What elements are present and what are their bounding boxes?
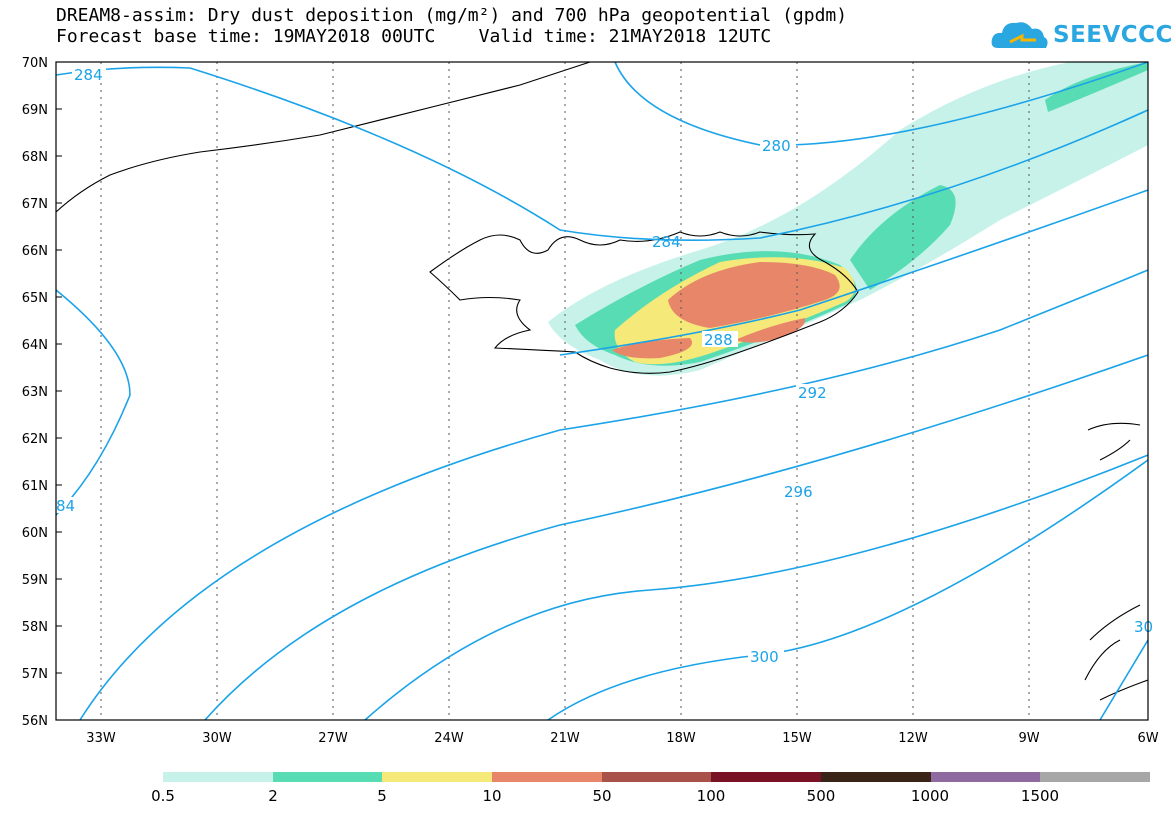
lat-label: 63N (22, 385, 48, 400)
lon-label: 9W (1018, 731, 1039, 746)
legend-swatch (163, 772, 273, 782)
legend-label: 2 (268, 787, 278, 805)
legend-swatch (492, 772, 602, 782)
coastlines (55, 61, 1149, 701)
greenland-coastline (55, 61, 591, 213)
legend-label: 500 (806, 787, 836, 805)
contour-284 (189, 67, 1149, 242)
legend-swatch (821, 772, 931, 782)
color-legend (163, 772, 1151, 782)
contour-label: 284 (74, 66, 103, 84)
contour-label: 288 (704, 331, 733, 349)
lat-label: 61N (22, 479, 48, 494)
legend-label: 10 (482, 787, 502, 805)
legend-label: 1000 (910, 787, 950, 805)
dust-shade-10b (612, 338, 692, 359)
contour-label: 296 (784, 483, 813, 501)
contour-292 (79, 269, 1149, 721)
contour-284-west (55, 66, 191, 76)
legend-label: 5 (377, 787, 387, 805)
lon-label: 6W (1137, 731, 1158, 746)
contour-label: 292 (798, 384, 827, 402)
dust-shade-2c (1045, 62, 1148, 112)
dust-shade-10c (735, 318, 806, 343)
legend-label: 100 (696, 787, 726, 805)
contour-300 (364, 454, 1149, 721)
legend-swatch (382, 772, 493, 782)
lat-label: 69N (22, 103, 48, 118)
lon-label: 12W (898, 731, 928, 746)
lat-label: 57N (22, 667, 48, 682)
legend-label: 1500 (1020, 787, 1060, 805)
lon-label: 18W (666, 731, 696, 746)
legend-swatch (930, 772, 1041, 782)
lon-label: 24W (434, 731, 464, 746)
lat-label: 68N (22, 150, 48, 165)
legend-swatch (272, 772, 383, 782)
lat-label: 62N (22, 432, 48, 447)
legend-swatch (1040, 772, 1151, 782)
contour-288 (559, 189, 1149, 356)
lat-label: 65N (22, 291, 48, 306)
dust-shade-10a (668, 262, 840, 328)
contour-296 (204, 354, 1149, 721)
lat-label: 58N (22, 620, 48, 635)
legend-swatch (711, 772, 822, 782)
contour-label: 280 (762, 137, 791, 155)
geopotential-contours (55, 61, 1149, 721)
lat-label: 56N (22, 714, 48, 729)
dust-shade-2b (850, 185, 956, 290)
lon-label: 15W (782, 731, 812, 746)
iceland-coastline (429, 231, 859, 374)
scotland-coastline (1084, 422, 1149, 701)
lat-label: 60N (22, 526, 48, 541)
contour-304 (547, 459, 1149, 721)
contour-label: 84 (56, 497, 75, 515)
contour-label: 284 (652, 233, 681, 251)
longitude-labels: 33W 30W 27W 24W 21W 18W 15W 12W 9W 6W (86, 731, 1158, 746)
contour-label: 300 (750, 648, 779, 666)
lon-label: 21W (550, 731, 580, 746)
cloud-logo-icon (991, 22, 1048, 48)
brand-name: SEEVCCC (1053, 22, 1173, 48)
lat-label: 67N (22, 197, 48, 212)
contour-east (1099, 639, 1149, 721)
legend-label: 0.5 (151, 787, 175, 805)
map-title: DREAM8-assim: Dry dust deposition (mg/m²… (56, 5, 848, 26)
lon-label: 33W (86, 731, 116, 746)
contour-84-west (55, 289, 131, 516)
lon-label: 27W (318, 731, 348, 746)
legend-swatch (601, 772, 712, 782)
dust-deposition-field (548, 62, 1148, 376)
map-subtitle: Forecast base time: 19MAY2018 00UTC Vali… (56, 26, 772, 47)
contour-labels: 284 280 284 288 292 296 300 84 30 (56, 66, 1153, 666)
latitude-axis (56, 61, 62, 674)
latitude-labels: 70N 69N 68N 67N 66N 65N 64N 63N 62N 61N … (22, 56, 48, 729)
lat-label: 70N (22, 56, 48, 71)
lat-label: 66N (22, 244, 48, 259)
lat-label: 59N (22, 573, 48, 588)
lon-label: 30W (202, 731, 232, 746)
lat-label: 64N (22, 338, 48, 353)
contour-label: 30 (1134, 618, 1153, 636)
legend-label: 50 (592, 787, 612, 805)
